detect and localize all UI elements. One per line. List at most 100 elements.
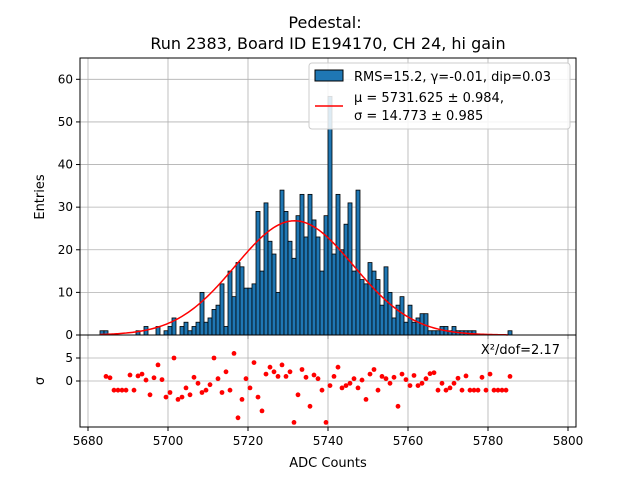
residual-point	[359, 377, 365, 383]
histogram-bar	[279, 189, 285, 336]
residual-point	[447, 385, 453, 391]
histogram-bar	[183, 321, 189, 336]
histogram-bar	[335, 193, 341, 336]
residual-point	[311, 372, 317, 378]
histogram-bar	[507, 330, 513, 336]
residual-point	[295, 392, 301, 398]
residual-point	[271, 369, 277, 375]
residual-point	[391, 374, 397, 380]
residual-frame	[79, 334, 577, 428]
histogram-y-ticks: 0 10 20 30 40 50 60	[58, 72, 80, 342]
residual-point	[263, 371, 269, 377]
residual-point	[299, 367, 305, 372]
residual-point	[431, 370, 437, 376]
chart-title-line2: Run 2383, Board ID E194170, CH 24, hi ga…	[150, 34, 505, 53]
histogram-bar	[167, 326, 173, 336]
histogram-bar	[235, 262, 241, 336]
histogram-bar	[195, 321, 201, 336]
histogram-bar	[191, 326, 197, 336]
histogram-bar	[371, 270, 377, 336]
residual-point	[175, 397, 181, 402]
residual-point	[319, 387, 325, 393]
histogram-bar	[163, 330, 169, 336]
residual-point	[331, 374, 337, 379]
residual-y-label: σ	[33, 377, 48, 385]
residual-point	[327, 383, 333, 388]
histogram-bar	[451, 326, 457, 336]
residual-point	[303, 374, 309, 380]
residual-point	[159, 377, 165, 383]
residual-point	[287, 369, 293, 375]
histogram-bar	[387, 291, 393, 336]
histogram-bar	[219, 283, 225, 336]
histogram-bar	[415, 317, 421, 336]
residual-point	[223, 369, 229, 375]
histogram-bar	[431, 330, 437, 336]
legend-box	[308, 62, 571, 130]
histogram-bar	[427, 330, 433, 336]
residual-point	[183, 385, 189, 391]
x-tick-label: 5700	[153, 434, 184, 448]
residual-point	[215, 376, 221, 382]
legend-hist-label: RMS=15.2, γ=-0.01, dip=0.03	[354, 70, 551, 85]
residual-point	[459, 387, 465, 393]
histogram-bar	[367, 262, 373, 336]
histogram-bar	[227, 270, 233, 336]
histogram-bar	[351, 270, 357, 336]
residual-point	[439, 380, 445, 386]
residual-point	[371, 367, 377, 372]
residual-point	[491, 387, 497, 393]
residual-points	[103, 351, 513, 425]
y-tick-label: 60	[58, 72, 73, 86]
residual-point	[243, 376, 249, 382]
residual-point	[103, 374, 109, 379]
histogram-bar	[299, 193, 305, 336]
residual-point	[151, 375, 157, 381]
x-tick-label: 5720	[233, 434, 264, 448]
histogram-bar	[251, 283, 257, 336]
residual-point	[195, 380, 201, 386]
residual-point	[115, 387, 121, 393]
residual-point	[203, 387, 209, 393]
x-axis-label: ADC Counts	[289, 456, 367, 471]
histogram-bar	[323, 215, 329, 336]
residual-point	[171, 355, 177, 361]
histogram-bar	[319, 270, 325, 336]
histogram-bar	[435, 330, 441, 336]
y-tick-label: 0	[65, 328, 73, 342]
residual-point	[419, 380, 425, 386]
residual-point	[283, 374, 289, 379]
residual-point	[475, 387, 481, 393]
legend-fit-label-line2: σ = 14.773 ± 0.985	[354, 109, 483, 124]
residual-point	[363, 397, 369, 402]
residual-point	[499, 387, 505, 393]
residual-point	[403, 377, 409, 383]
residual-point	[503, 387, 509, 393]
residual-point	[127, 372, 133, 378]
histogram-bar	[375, 279, 381, 336]
residual-point	[335, 364, 341, 370]
residual-point	[111, 387, 117, 393]
gaussian-fit-curve	[99, 220, 509, 336]
residual-point	[315, 376, 321, 382]
y-tick-label: 5	[65, 351, 73, 365]
histogram-bar	[403, 321, 409, 336]
residual-point	[199, 390, 205, 395]
residual-point	[259, 408, 265, 414]
residual-point	[279, 362, 285, 368]
histogram-bar	[267, 240, 273, 336]
histogram-bar	[291, 257, 297, 336]
y-tick-label: 0	[65, 374, 73, 388]
chart-title-line1: Pedestal:	[288, 13, 361, 32]
residual-point	[139, 371, 145, 377]
histogram-bar	[283, 211, 289, 336]
residual-point	[267, 364, 273, 370]
y-tick-label: 30	[58, 200, 73, 214]
histogram-bar	[275, 291, 281, 336]
x-tick-label: 5780	[473, 434, 504, 448]
histogram-bar	[399, 296, 405, 336]
histogram-bars	[99, 95, 513, 336]
histogram-bar	[331, 253, 337, 336]
residual-point	[251, 360, 257, 365]
